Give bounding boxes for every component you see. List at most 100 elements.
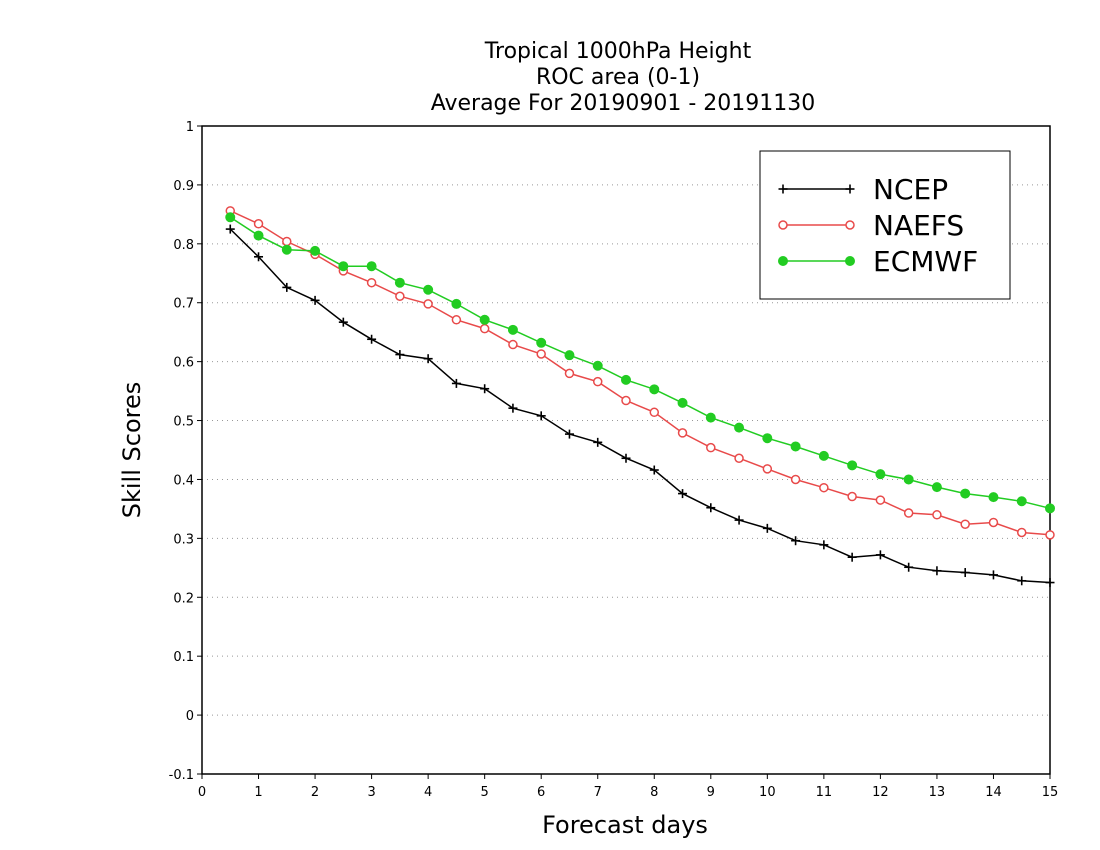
ecmwf-point [734, 422, 745, 433]
ecmwf-point [649, 384, 660, 395]
ncep-point [282, 282, 292, 292]
y-tick-label: 0.8 [173, 238, 194, 253]
ncep-point [423, 354, 433, 364]
y-axis-label: Skill Scores [118, 382, 146, 519]
naefs-point [875, 495, 886, 505]
x-tick-label: 3 [367, 785, 375, 800]
axis-ticks: -0.100.10.20.30.40.50.60.70.80.910 1 2 3 4 5 6… [169, 120, 1059, 800]
legend-naefs-point [845, 220, 855, 230]
naefs-point [564, 368, 575, 379]
ecmwf-point [790, 441, 801, 452]
y-tick-label: 0.3 [173, 532, 194, 547]
ncep-point [678, 489, 688, 499]
chart-title-line-3: Average For 20190901 - 20191130 [431, 91, 816, 116]
naefs-point [706, 442, 716, 453]
ecmwf-point [762, 433, 773, 444]
ncep-point [762, 523, 772, 533]
ecmwf-point [536, 337, 547, 348]
legend-entry-naefs: NAEFS [778, 209, 964, 242]
ncep-point [932, 566, 942, 576]
series-ecmwf [225, 212, 1055, 514]
ncep-point [254, 252, 264, 262]
plot-frame [201, 125, 1051, 775]
x-tick-label: 11 [816, 785, 833, 800]
naefs-point [819, 482, 829, 493]
ncep-point [904, 562, 914, 572]
chart-title-line-2: ROC area (0-1) [536, 65, 700, 90]
legend-entry-ecmwf: ECMWF [778, 245, 978, 278]
ncep-point [564, 429, 574, 439]
x-tick-label: 1 [254, 785, 262, 800]
naefs-point [395, 291, 405, 301]
naefs-point [451, 315, 462, 325]
naefs-point [536, 349, 546, 359]
ecmwf-point [366, 261, 377, 272]
ecmwf-point [621, 374, 631, 385]
legend-naefs-point [778, 220, 788, 230]
y-tick-label: 0.1 [173, 650, 194, 665]
x-tick-label: 7 [594, 785, 602, 800]
x-tick-label: 2 [311, 785, 319, 800]
series [225, 206, 1055, 588]
ncep-point [819, 540, 829, 550]
naefs-point [253, 219, 264, 229]
ncep-point [988, 570, 998, 580]
y-tick-label: 0.7 [173, 297, 194, 312]
ecmwf-point [253, 230, 264, 241]
legend-ecmwf-point [845, 256, 855, 266]
naefs-point [649, 407, 660, 418]
x-tick-label: 6 [537, 785, 545, 800]
ecmwf-point [479, 314, 490, 325]
ecmwf-point [705, 412, 716, 423]
naefs-point [282, 236, 292, 247]
ecmwf-point [1016, 496, 1027, 507]
y-tick-label: 0.4 [173, 473, 194, 488]
ncep-point [649, 465, 659, 475]
ncep-point [395, 350, 405, 360]
ncep-point [791, 536, 801, 546]
naefs-point [1045, 530, 1055, 540]
y-tick-label: 0 [186, 709, 194, 724]
naefs-point [366, 277, 377, 288]
ecmwf-point [310, 245, 321, 256]
ncep-point [225, 224, 235, 234]
legend-label-naefs: NAEFS [873, 209, 964, 242]
ncep-point [706, 503, 716, 513]
naefs-point [932, 510, 942, 520]
naefs-point [790, 474, 801, 485]
naefs-point [988, 517, 999, 528]
y-tick-label: 0.9 [173, 179, 194, 194]
naefs-point [621, 395, 631, 406]
naefs-point [592, 376, 603, 387]
ecmwf-point [677, 397, 688, 408]
x-tick-label: 9 [707, 785, 715, 800]
legend-entry-ncep: NCEP [778, 173, 948, 206]
ecmwf-point [988, 492, 999, 503]
legend-ecmwf-point [778, 256, 788, 266]
legend-label-ecmwf: ECMWF [873, 245, 978, 278]
x-tick-label: 5 [481, 785, 489, 800]
ncep-point [338, 317, 348, 327]
legend-ncep-point [778, 184, 788, 194]
ecmwf-point [592, 360, 603, 371]
ecmwf-point [1045, 503, 1055, 514]
ecmwf-point [394, 277, 405, 288]
ecmwf-point [847, 460, 858, 471]
naefs-point [903, 508, 914, 518]
ncep-point [1017, 576, 1027, 586]
ecmwf-point [507, 324, 518, 335]
ecmwf-point [281, 244, 292, 255]
ncep-point [480, 384, 490, 394]
ncep-point [960, 568, 970, 578]
x-tick-label: 0 [198, 785, 206, 800]
x-tick-label: 13 [929, 785, 946, 800]
ncep-line [229, 228, 1051, 584]
x-tick-label: 10 [759, 785, 776, 800]
naefs-point [677, 428, 688, 438]
x-tick-label: 15 [1042, 785, 1059, 800]
x-tick-label: 12 [872, 785, 889, 800]
ecmwf-point [960, 488, 971, 499]
x-tick-label: 8 [650, 785, 658, 800]
